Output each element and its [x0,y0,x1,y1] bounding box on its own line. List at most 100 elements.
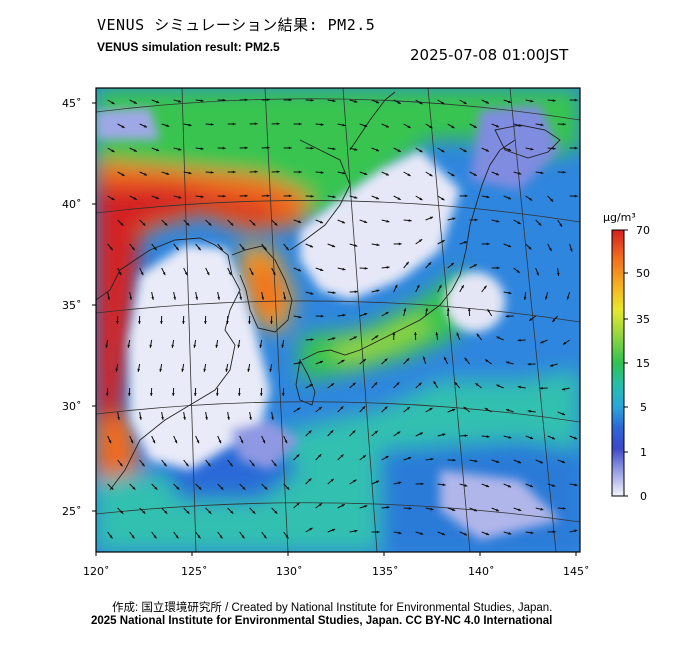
wind-arrowhead [230,222,234,226]
wind-arrowhead [196,440,200,444]
wind-arrowhead [108,440,112,444]
wind-arrowhead [226,321,229,324]
wind-arrowhead [254,122,258,126]
wind-arrowhead [549,364,554,367]
wind-arrowhead [486,195,490,199]
wind-arrowhead [416,284,420,289]
wind-arrowhead [354,529,358,533]
wind-arrowhead [115,368,119,372]
wind-arrowhead [485,359,489,363]
wind-arrowhead [485,484,490,488]
wind-arrowhead [574,529,578,533]
wind-arrowhead [397,431,401,435]
wind-arrowhead [428,262,432,266]
wind-arrowhead [127,393,131,396]
wind-arrowhead [241,247,245,251]
wind-arrowhead [384,358,388,362]
wind-arrowhead [403,308,407,312]
wind-arrowhead [463,149,467,152]
wind-arrowhead [408,506,412,510]
wind-arrowhead [130,440,134,444]
wind-arrowhead [438,284,442,289]
wind-arrowhead [188,171,192,175]
wind-arrowhead [539,460,544,464]
wind-arrowhead [331,244,336,248]
wind-arrowhead [442,433,446,437]
forecast-timestamp: 2025-07-08 01:00JST [410,46,569,64]
wind-arrowhead [352,382,356,386]
wind-arrowhead [309,527,313,531]
wind-arrowhead [464,484,468,487]
colorbar: µg/m³ 70 50 35 15 5 1 0 [603,211,650,503]
wind-arrowhead [230,510,234,514]
wind-arrowhead [495,508,500,512]
wind-arrowhead [220,486,224,490]
wind-arrowhead [375,480,380,484]
wind-arrowhead [362,406,366,410]
wind-arrowhead [405,261,409,265]
wind-arrowhead [375,335,379,339]
wind-arrowhead [222,98,226,102]
wind-arrowhead [496,266,500,270]
wind-arrowhead [193,393,197,396]
wind-arrowhead [486,435,490,438]
wind-arrowhead [419,197,423,201]
wind-arrowhead [561,460,566,464]
wind-arrowhead [392,332,396,335]
lat-label-45: 45˚ [62,97,82,110]
wind-arrowhead [232,122,236,126]
wind-arrowhead [548,247,552,252]
wind-arrowhead [200,147,204,151]
wind-arrowhead [225,368,229,372]
wind-arrowhead [508,100,512,103]
wind-arrowhead [133,197,137,200]
wind-arrowhead [262,440,266,444]
wind-arrowhead [288,98,292,102]
wind-arrowhead [298,361,302,365]
wind-arrowhead [332,99,336,103]
wind-arrowhead [330,383,335,387]
wind-arrowhead [320,314,324,318]
wind-arrowhead [266,98,270,102]
wind-arrowhead [552,147,556,150]
wind-arrowhead [527,362,531,366]
wind-arrowhead [197,247,201,251]
wind-arrowhead [160,321,163,324]
wind-arrowhead [518,124,522,127]
wind-arrowhead [385,124,389,128]
wind-arrowhead [536,272,539,276]
wind-arrowhead [121,173,125,176]
wind-arrowhead [297,407,301,411]
wind-arrowhead [529,484,534,488]
wind-arrowhead [110,486,114,490]
wind-arrowhead [517,460,522,464]
wind-arrowhead [162,271,166,276]
wind-arrowhead [215,344,219,348]
wind-arrowhead [319,220,324,224]
wind-arrowhead [247,368,251,372]
wind-arrowhead [120,510,124,514]
wind-arrowhead [384,406,388,410]
wind-arrowhead [152,440,156,444]
wind-arrowhead [376,530,380,534]
wind-vector-field [105,98,578,539]
wind-arrowhead [206,271,210,276]
wind-arrowhead [540,123,544,127]
wind-arrowhead [171,344,175,348]
wind-arrowhead [219,535,223,539]
pm25-concentration-field [96,88,580,552]
wind-arrowhead [418,239,423,243]
wind-arrowhead [374,430,378,434]
wind-arrowhead [398,481,402,485]
wind-arrowhead [538,222,542,226]
wind-arrowhead [163,463,167,467]
wind-arrowhead [552,99,556,102]
wind-arrowhead [408,456,412,460]
wind-arrowhead [297,268,302,272]
wind-arrowhead [364,124,368,127]
wind-arrowhead [181,368,185,372]
wind-arrowhead [200,99,204,103]
wind-arrowhead [550,198,554,202]
wind-arrowhead [474,459,478,463]
wind-arrowhead [545,296,548,300]
